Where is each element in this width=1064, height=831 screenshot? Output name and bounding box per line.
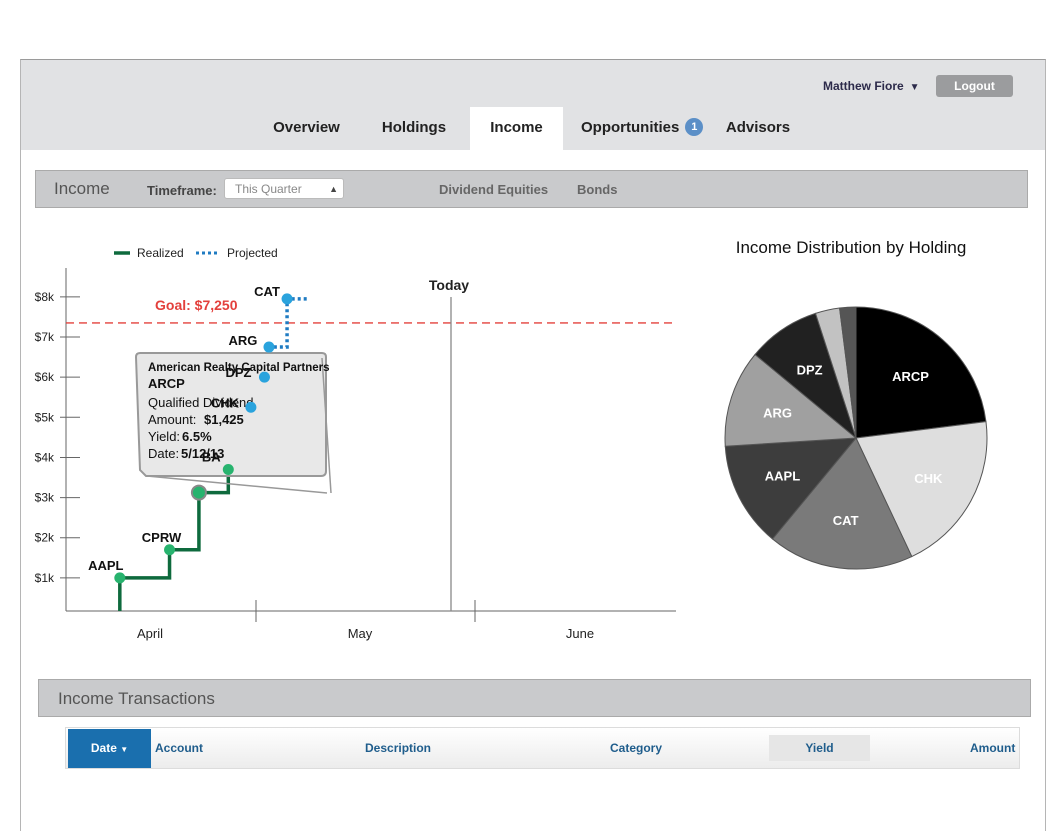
- tooltip-ticker: ARCP: [148, 376, 185, 391]
- column-header: Date: [90, 741, 117, 755]
- data-point-realized: [164, 544, 176, 556]
- data-point-realized: [190, 484, 207, 501]
- column-amount[interactable]: Amount: [970, 741, 1016, 755]
- column-category[interactable]: Category: [610, 741, 663, 755]
- data-point-projected: [245, 401, 257, 413]
- timeframe-select[interactable]: This Quarter ▲: [224, 178, 344, 199]
- tooltip-amount-value: $1,425: [204, 412, 244, 427]
- y-tick-label: $2k: [35, 531, 55, 545]
- data-point-projected: [281, 293, 293, 305]
- pie-slice: [771, 437, 913, 570]
- timeframe-label: Timeframe:: [147, 183, 217, 198]
- column-yield[interactable]: Yield: [769, 735, 870, 761]
- tab-income[interactable]: Income: [470, 107, 563, 150]
- tooltip-pointer: [146, 475, 328, 494]
- column-description[interactable]: Description: [365, 741, 432, 755]
- tab-holdings[interactable]: Holdings: [371, 107, 457, 150]
- pie-slice-label: ARG: [763, 405, 792, 420]
- tab-label: Advisors: [725, 119, 791, 136]
- timeframe-value: This Quarter: [235, 182, 302, 196]
- realized-series-line: [118, 469, 231, 611]
- tooltip-amount-label: Amount:: [148, 412, 196, 427]
- income-charts: $1k $2k $3k $4k $5k $6k $7k $8k April May June Real…: [35, 238, 988, 641]
- column-date-sort[interactable]: Date ▼: [68, 729, 151, 768]
- legend-projected-label: Projected: [227, 246, 278, 260]
- column-header: Yield: [805, 741, 834, 755]
- data-point-label: CHK: [211, 395, 240, 410]
- data-point-label: CAT: [254, 284, 280, 299]
- projected-series-line: [228, 297, 310, 472]
- user-name: Matthew Fiore: [823, 79, 904, 93]
- y-tick-label: $3k: [35, 491, 55, 505]
- data-point-realized: [114, 572, 126, 584]
- tab-label: Overview: [273, 119, 340, 136]
- pie-slice: [855, 306, 987, 439]
- data-point-label: DPZ: [225, 365, 251, 380]
- dividend-equities-link[interactable]: Dividend Equities: [439, 182, 549, 197]
- tooltip-yield-value: 6.5%: [182, 429, 212, 444]
- column-account[interactable]: Account: [155, 741, 203, 755]
- pie-slice-label: ARCP: [892, 369, 929, 384]
- x-tick-label: April: [137, 626, 163, 641]
- pie-slice-label: CHK: [914, 471, 943, 486]
- user-menu[interactable]: Matthew Fiore ▼: [823, 79, 920, 93]
- logout-button[interactable]: Logout: [936, 75, 1013, 97]
- tooltip-yield-label: Yield:: [148, 429, 180, 444]
- pie-slice-label: DPZ: [797, 363, 823, 378]
- bonds-link[interactable]: Bonds: [577, 182, 618, 197]
- transactions-table-header: Date ▼ Account Description Category Yiel…: [65, 727, 1020, 769]
- pie-slice: [855, 421, 988, 558]
- goal-label: Goal: $7,250: [155, 297, 238, 313]
- tab-label: Income: [490, 119, 543, 136]
- x-tick-label: June: [566, 626, 594, 641]
- data-point-projected: [263, 341, 275, 353]
- tab-label: Holdings: [381, 119, 447, 136]
- data-point-label: CPRW: [142, 530, 182, 545]
- tooltip-pointer: [321, 357, 332, 494]
- y-tick-label: $6k: [35, 370, 55, 384]
- data-point-label: BA: [202, 449, 221, 464]
- tooltip-name: American Realty Capital Partners: [148, 362, 330, 374]
- tab-opportunities[interactable]: Opportunities 1: [581, 107, 713, 150]
- pie-slice-label: CAT: [833, 513, 859, 528]
- transactions-title: Income Transactions: [58, 689, 215, 708]
- top-bar: Matthew Fiore ▼ Logout Overview Holdings …: [21, 60, 1045, 150]
- pie-slice-label: AAPL: [765, 468, 800, 483]
- tooltip-box: [134, 352, 327, 477]
- select-arrows-icon: ▲: [329, 184, 338, 194]
- legend-realized-label: Realized: [137, 246, 184, 260]
- chevron-down-icon: ▼: [120, 745, 129, 754]
- y-tick-label: $7k: [35, 330, 55, 344]
- data-point-projected: [258, 371, 270, 383]
- pie-slice: [724, 353, 858, 447]
- chevron-down-icon: ▼: [909, 82, 920, 93]
- tooltip-date-label: Date:: [148, 446, 179, 461]
- app-frame: Matthew Fiore ▼ Logout Overview Holdings …: [20, 59, 1046, 831]
- section-title: Income: [54, 179, 110, 198]
- pie-slice: [839, 306, 857, 439]
- y-tick-label: $8k: [35, 290, 55, 304]
- tab-label: Opportunities: [581, 119, 680, 136]
- tooltip-date-value: 5/12/13: [181, 446, 224, 461]
- y-tick-label: $1k: [35, 571, 55, 585]
- tooltip-type: Qualified Dividend: [148, 395, 254, 410]
- data-point-label: AAPL: [88, 558, 123, 573]
- pie-title: Income Distribution by Holding: [736, 238, 967, 257]
- tab-overview[interactable]: Overview: [259, 107, 354, 150]
- notification-badge: 1: [685, 118, 704, 136]
- transactions-bar: Income Transactions: [38, 679, 1031, 717]
- data-point-realized: [222, 463, 234, 475]
- y-tick-label: $4k: [35, 450, 55, 464]
- x-tick-label: May: [348, 626, 373, 641]
- y-tick-label: $5k: [35, 410, 55, 424]
- today-label: Today: [429, 277, 469, 293]
- data-point-label: ARG: [229, 333, 258, 348]
- income-toolbar: Income Timeframe: This Quarter ▲ Dividen…: [35, 170, 1028, 208]
- pie-slice: [724, 437, 858, 540]
- tab-advisors[interactable]: Advisors: [720, 107, 796, 150]
